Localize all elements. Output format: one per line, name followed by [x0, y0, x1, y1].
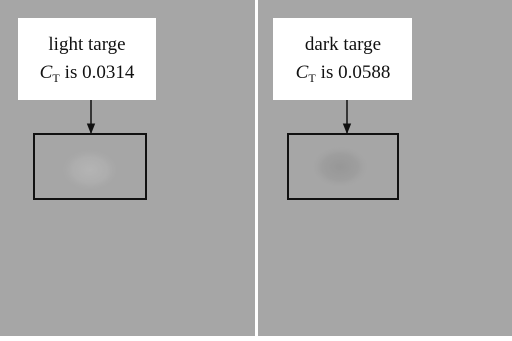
figure: light targe CTis 0.0314 dark targe CTis …: [0, 0, 512, 341]
label-box: [273, 18, 412, 100]
label-box: [18, 18, 156, 100]
value-text: is 0.0314: [65, 62, 135, 83]
label-title: dark targe: [305, 34, 381, 55]
symbol: C: [296, 62, 309, 83]
page: light targe CTis 0.0314 dark targe CTis …: [0, 0, 512, 341]
light-target: [60, 148, 120, 192]
dark-target: [310, 145, 370, 189]
subscript: T: [308, 71, 316, 85]
symbol: C: [40, 62, 53, 83]
value-text: is 0.0588: [321, 62, 391, 83]
subscript: T: [52, 71, 60, 85]
label-title: light targe: [48, 34, 125, 55]
